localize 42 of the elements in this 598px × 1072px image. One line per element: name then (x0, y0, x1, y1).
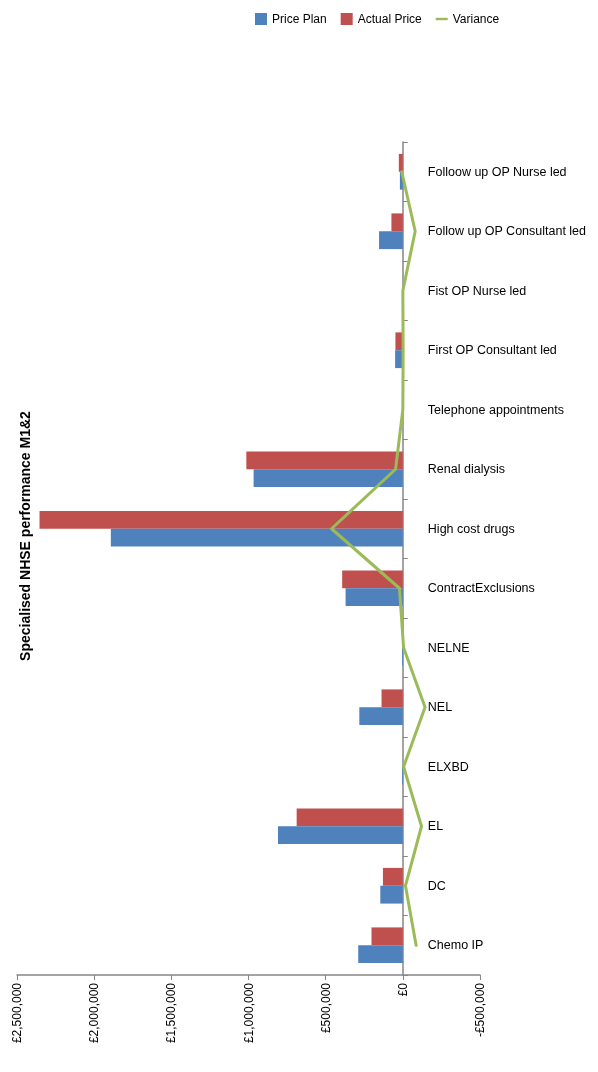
bar (296, 808, 403, 827)
text: Specialised NHSE performance M1&2 (17, 410, 33, 661)
x-tick-label: £2,500,000 (10, 982, 24, 1044)
bar (379, 231, 403, 250)
bar (380, 885, 403, 904)
bar (246, 451, 403, 470)
y-tick-label: High cost drugs (427, 521, 515, 536)
y-tick-label: Chemo IP (427, 938, 484, 953)
y-tick-label: Follow up OP Consultant led (427, 224, 587, 239)
bar (371, 927, 403, 946)
y-tick-label: NEL (427, 700, 453, 715)
y-tick-label: Telephone appointments (427, 402, 565, 417)
y-tick-label: ContractExclusions (427, 581, 535, 596)
bar (253, 469, 403, 488)
legend-label: Variance (452, 12, 500, 26)
bar (358, 945, 403, 964)
x-tick-label: £2,000,000 (87, 982, 102, 1044)
bar (391, 213, 403, 232)
y-tick-label: NELNE (427, 640, 470, 655)
y-tick-label: Renal dialysis (427, 462, 505, 477)
bar (359, 707, 403, 726)
bar (277, 826, 403, 845)
x-tick-label: £1,500,000 (164, 982, 179, 1044)
y-tick-label: First OP Consultant led (427, 343, 557, 358)
bar (381, 689, 403, 708)
bar (382, 867, 403, 886)
legend-label: Actual Price (357, 12, 423, 26)
y-tick-label: DC (427, 878, 446, 893)
y-tick-label: Fist OP Nurse led (427, 283, 527, 298)
bar (398, 153, 403, 172)
bar (110, 528, 403, 547)
x-tick-label: £0 (395, 982, 410, 997)
x-tick-label: £1,000,000 (241, 982, 256, 1044)
bar (39, 510, 403, 529)
y-tick-label: ELXBD (427, 759, 469, 774)
x-tick-label: -£500,000 (473, 982, 487, 1038)
bar (342, 570, 403, 589)
legend-label: Price Plan (272, 12, 327, 26)
y-tick-label: EL (427, 819, 444, 834)
y-tick-label: Folloow up OP Nurse led (427, 164, 567, 179)
bar (345, 588, 403, 607)
x-tick-label: £500,000 (318, 982, 333, 1034)
